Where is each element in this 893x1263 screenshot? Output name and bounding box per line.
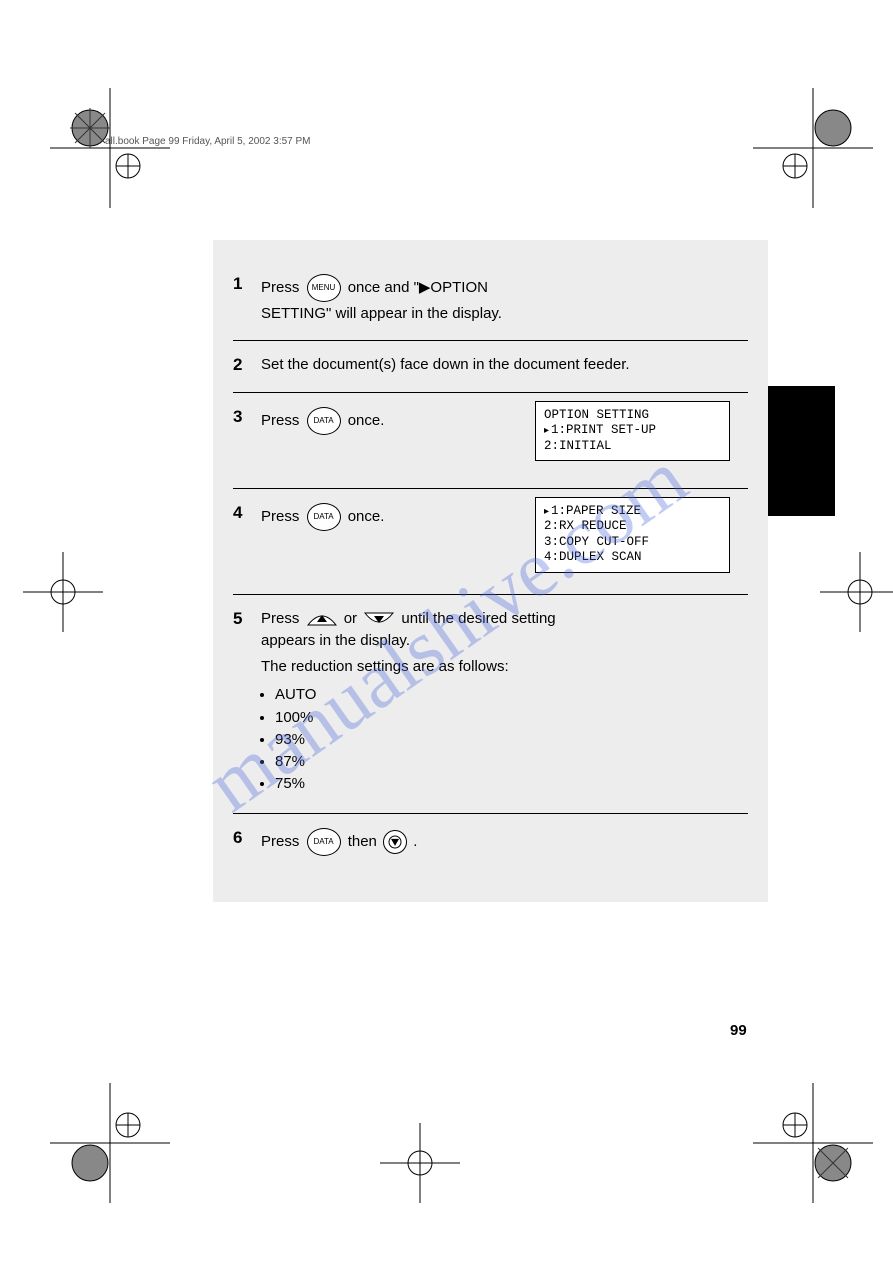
instruction-panel: 1 Press MENU once and "▶OPTION SETTING" … xyxy=(213,240,768,902)
regmark-tl xyxy=(50,88,170,208)
step-text-mid: or xyxy=(344,610,362,627)
step-text: Set the document(s) face down in the doc… xyxy=(261,356,630,373)
step-3: 3 Press DATA once. OPTION SETTING 1:PRIN… xyxy=(233,393,748,489)
lcd-display: 1:PAPER SIZE 2:RX REDUCE 3:COPY CUT-OFF … xyxy=(535,497,730,574)
step-text-post: . xyxy=(413,832,417,849)
step-text-pre: Press xyxy=(261,507,304,524)
step-5: 5 Press or until the desired setting app… xyxy=(233,595,748,814)
list-item: 93% xyxy=(275,730,748,750)
data-button-icon: DATA xyxy=(307,503,341,531)
step-text-mid: then xyxy=(348,832,381,849)
step-number: 3 xyxy=(233,407,253,427)
step-text-line2: SETTING" will appear in the display. xyxy=(261,304,748,324)
list-item: 87% xyxy=(275,752,748,772)
stop-button-icon xyxy=(383,830,407,854)
up-arrow-icon xyxy=(306,611,338,627)
lcd-row: OPTION SETTING xyxy=(544,408,721,424)
lcd-row: 2:INITIAL xyxy=(544,439,721,455)
regmark-mr xyxy=(820,552,893,632)
step-4: 4 Press DATA once. 1:PAPER SIZE 2:RX RED… xyxy=(233,489,748,595)
lcd-display: OPTION SETTING 1:PRINT SET-UP 2:INITIAL xyxy=(535,401,730,462)
step-number: 1 xyxy=(233,274,253,294)
step-number: 2 xyxy=(233,355,253,375)
step-2: 2 Set the document(s) face down in the d… xyxy=(233,341,748,392)
down-arrow-icon xyxy=(363,611,395,627)
lcd-row: 1:PAPER SIZE xyxy=(544,504,721,520)
step-1: 1 Press MENU once and "▶OPTION SETTING" … xyxy=(233,260,748,341)
list-item: AUTO xyxy=(275,685,748,705)
data-button-icon: DATA xyxy=(307,828,341,856)
section-tab xyxy=(768,386,835,516)
step-number: 6 xyxy=(233,828,253,848)
list-item: 75% xyxy=(275,774,748,794)
list-item: 100% xyxy=(275,708,748,728)
reduction-list: AUTO 100% 93% 87% 75% xyxy=(261,685,748,794)
step-text-line2: appears in the display. xyxy=(261,631,748,651)
regmark-tr xyxy=(753,88,873,208)
step-text-pre: Press xyxy=(261,411,304,428)
step-subtext: The reduction settings are as follows: xyxy=(261,657,748,677)
regmark-bl xyxy=(50,1083,170,1203)
lcd-row: 4:DUPLEX SCAN xyxy=(544,550,721,566)
page-number: 99 xyxy=(730,1022,747,1039)
menu-button-icon: MENU xyxy=(307,274,341,302)
data-button-icon: DATA xyxy=(307,407,341,435)
lcd-row: 2:RX REDUCE xyxy=(544,519,721,535)
step-text-pre: Press xyxy=(261,832,304,849)
lcd-row: 1:PRINT SET-UP xyxy=(544,423,721,439)
regmark-bm xyxy=(380,1123,460,1203)
step-text-post: once. xyxy=(348,507,385,524)
step-text-post: once and "▶OPTION xyxy=(348,279,488,296)
page: all.book Page 99 Friday, April 5, 2002 3… xyxy=(70,70,823,1193)
step-text-pre: Press xyxy=(261,610,304,627)
step-number: 4 xyxy=(233,503,253,523)
step-number: 5 xyxy=(233,609,253,629)
step-text-post: once. xyxy=(348,411,385,428)
regmark-br xyxy=(753,1083,873,1203)
step-text-post: until the desired setting xyxy=(401,610,555,627)
regmark-ml xyxy=(23,552,103,632)
step-text-pre: Press xyxy=(261,279,304,296)
step-6: 6 Press DATA then . xyxy=(233,814,748,872)
lcd-row: 3:COPY CUT-OFF xyxy=(544,535,721,551)
